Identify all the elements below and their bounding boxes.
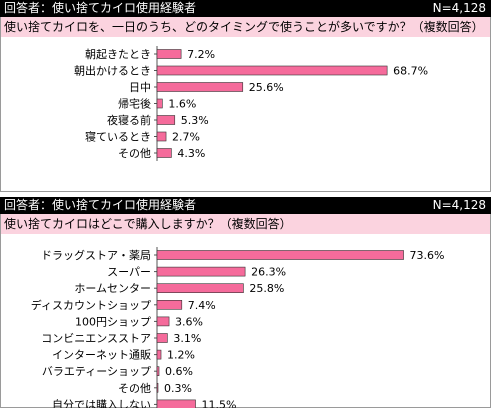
sample-size-label: N=4,128 [432,198,486,212]
category-label: コンビニエンスストア [41,332,151,345]
bar [156,383,159,393]
value-label: 11.5% [202,398,237,408]
bar [156,333,168,343]
value-label: 0.3% [164,382,192,395]
category-label: 100円ショップ [75,315,151,328]
value-label: 25.8% [249,282,284,295]
value-label: 7.4% [188,299,216,312]
category-label: ディスカウントショップ [31,298,151,312]
chart-panel-purchase-place: 回答者：使い捨てカイロ使用経験者 N=4,128 使い捨てカイロはどこで購入しま… [0,197,491,408]
bar [156,98,163,109]
bar [156,399,196,408]
category-label: バラエティーショップ [42,365,151,378]
bar [156,300,183,310]
respondents-label: 回答者：使い捨てカイロ使用経験者 [4,1,197,15]
value-label: 73.6% [410,249,445,262]
category-label: 寝ているとき [85,130,151,144]
bar [156,349,162,360]
bar [156,283,244,294]
chart-panel-timing: 回答者：使い捨てカイロ使用経験者 N=4,128 使い捨てカイロを、一日のうち、… [0,0,491,192]
bar [156,266,246,277]
value-label: 3.6% [175,315,203,328]
value-label: 25.6% [249,81,284,94]
value-label: 1.2% [167,349,195,362]
bar [156,250,404,260]
bar [156,65,388,76]
bar [156,82,244,92]
panel-header: 回答者：使い捨てカイロ使用経験者 N=4,128 [0,0,491,17]
value-label: 4.3% [177,147,205,160]
question-text: 使い捨てカイロはどこで購入しますか？（複数回答） [0,214,491,234]
category-label: その他 [118,147,151,160]
category-label: スーパー [107,266,151,279]
bar-chart-timing: 朝起きたとき 7.2% 朝出かけるとき 68.7% 日中 25.6% 帰宅後 1.6% 夜寝る前… [74,46,428,161]
category-label: 帰宅後 [118,97,151,111]
category-label: ドラッグストア・薬局 [41,248,151,262]
value-label: 1.6% [168,98,196,111]
question-label: 使い捨てカイロはどこで購入しますか？（複数回答） [4,217,292,231]
value-label: 68.7% [393,65,428,78]
category-label: 朝出かけるとき [74,64,151,78]
value-label: 7.2% [187,48,215,61]
bar [156,148,172,158]
bar [156,115,176,125]
respondents-label: 回答者：使い捨てカイロ使用経験者 [4,198,197,212]
category-label: 日中 [129,81,151,94]
question-label: 使い捨てカイロを、一日のうち、どのタイミングで使うことが多いですか？（複数回答） [4,20,484,34]
panel-header: 回答者：使い捨てカイロ使用経験者 N=4,128 [0,197,491,214]
category-label: 夜寝る前 [107,113,151,127]
category-label: ホームセンター [74,282,151,295]
bar [156,316,170,327]
bar [156,366,160,376]
category-label: 自分では購入しない [52,397,151,408]
value-label: 3.1% [173,332,201,345]
category-label: 朝起きたとき [85,48,151,61]
category-label: インターネット通販 [52,349,151,362]
bar [156,131,167,142]
value-label: 0.6% [165,365,193,378]
value-label: 5.3% [181,114,209,127]
bar [156,49,182,59]
value-label: 2.7% [172,131,200,144]
question-text: 使い捨てカイロを、一日のうち、どのタイミングで使うことが多いですか？（複数回答） [0,17,491,37]
category-label: その他 [118,382,151,395]
sample-size-label: N=4,128 [432,1,486,15]
value-label: 26.3% [251,266,286,279]
bar-chart-purchase-place: ドラッグストア・薬局 73.6% スーパー 26.3% ホームセンター 25.8% ディスカ… [31,247,445,408]
